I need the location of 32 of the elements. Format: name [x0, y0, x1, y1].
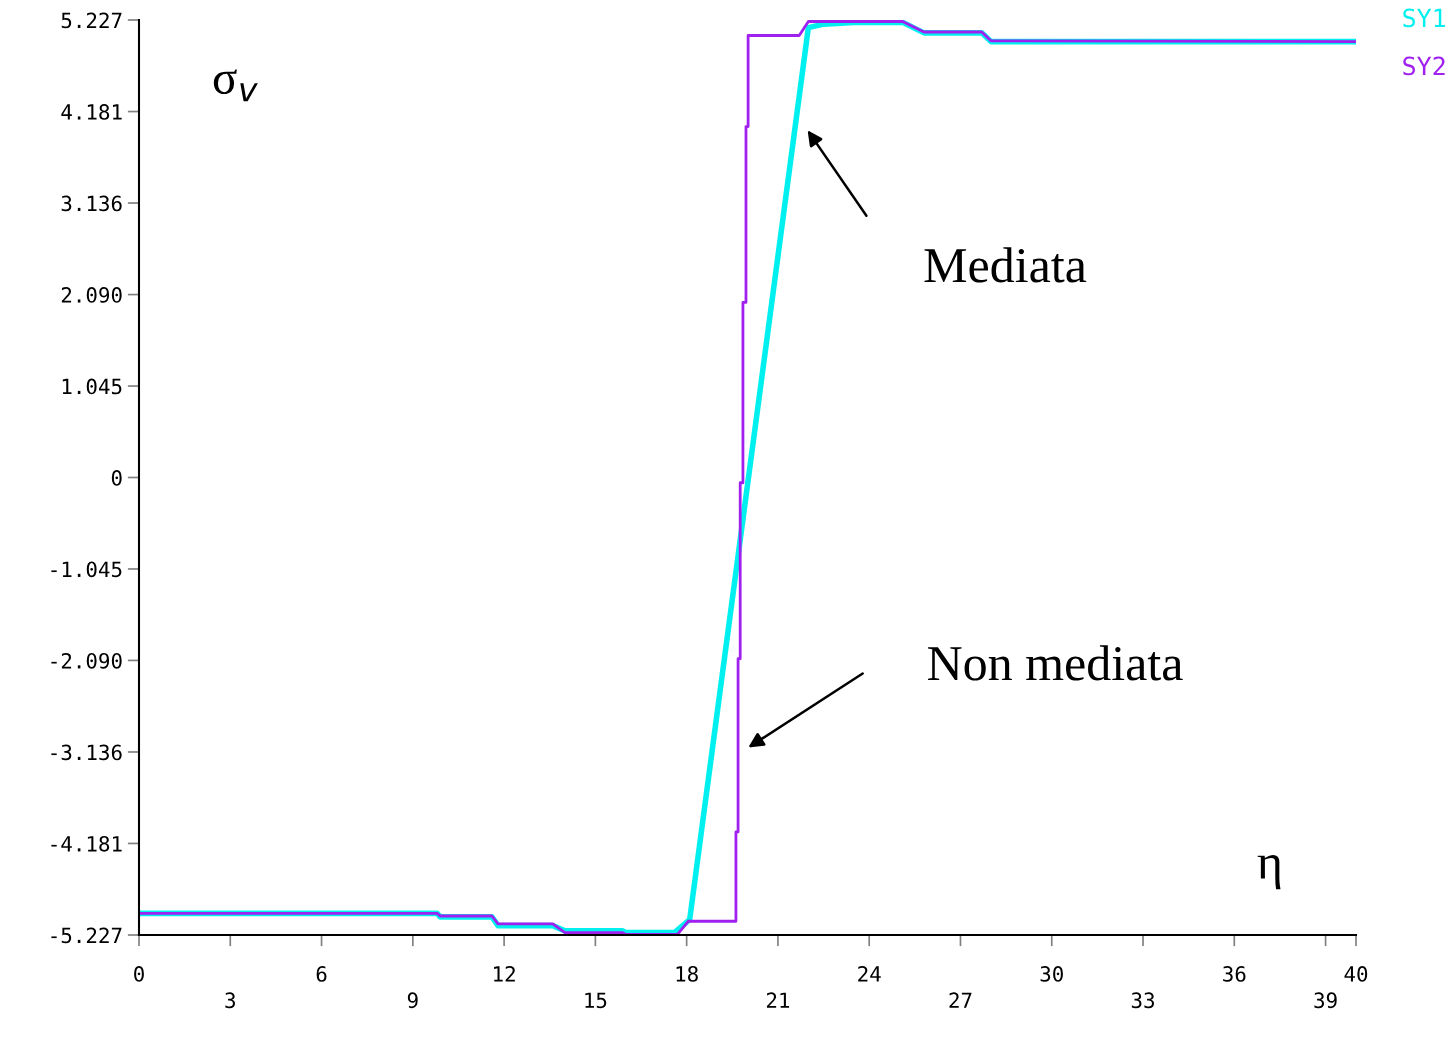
x-axis-title: η: [1257, 855, 1281, 890]
y-tick-label: -2.090: [51, 652, 122, 669]
x-tick-label: 0: [134, 966, 144, 982]
y-tick-label: 5.227: [61, 12, 122, 29]
annotation: Non mediata: [928, 645, 1183, 681]
y-tick-label: 4.181: [61, 104, 122, 120]
x-tick-label: 36: [1223, 966, 1246, 982]
y-tick-label: -4.181: [51, 835, 122, 852]
x-tick-label: 24: [858, 966, 881, 982]
x-tick-label: 40: [1344, 966, 1368, 982]
series-label: SY1: [1403, 8, 1446, 28]
y-tick-label: 2.090: [61, 287, 122, 303]
x-tick-label: 6: [316, 966, 327, 982]
x2-tick-label: 33: [1131, 992, 1154, 1009]
x-tick-label: 18: [676, 966, 698, 982]
x2-tick-label: 21: [766, 992, 790, 1008]
y-axis-title: σ$_{v}$: [213, 69, 258, 102]
x2-tick-label: 15: [585, 992, 607, 1009]
y-tick-label: 3.136: [61, 195, 122, 212]
x-tick-label: 12: [494, 966, 515, 982]
x2-tick-label: 9: [407, 992, 418, 1009]
series-label: SY2: [1403, 56, 1445, 76]
y-tick-label: -5.227: [51, 927, 122, 944]
annotation: Mediata: [924, 247, 1087, 283]
y-tick-label: -3.136: [51, 744, 122, 761]
y-tick-label: -1.045: [51, 561, 122, 578]
y-tick-label: 1.045: [62, 378, 122, 395]
x2-tick-label: 39: [1314, 992, 1337, 1009]
x2-tick-label: 27: [949, 992, 972, 1008]
x2-tick-label: 3: [225, 992, 235, 1009]
y-tick-label: 0: [111, 470, 122, 486]
x-tick-label: 30: [1040, 966, 1063, 982]
